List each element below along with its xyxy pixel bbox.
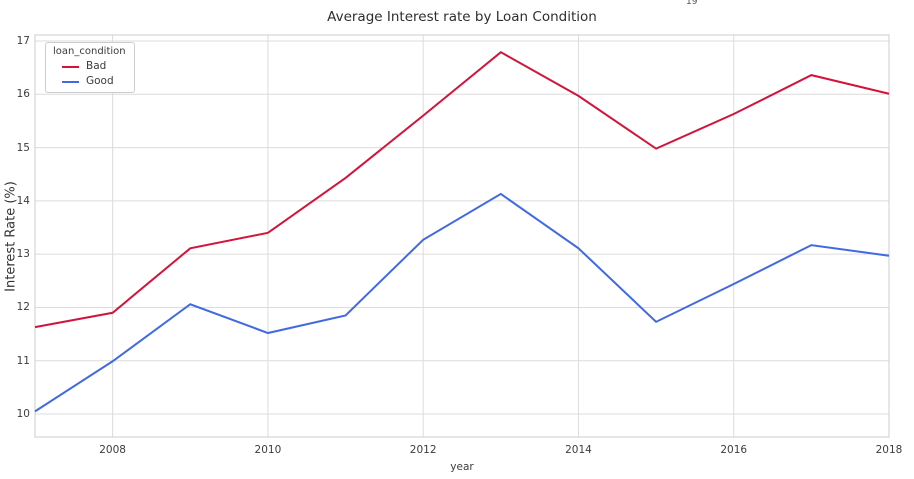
x-tick-label: 2010 [254, 444, 282, 456]
y-tick-label: 14 [16, 194, 30, 207]
y-tick-label: 16 [16, 88, 30, 101]
y-tick-label: 11 [16, 354, 30, 367]
x-tick-label: 2012 [409, 444, 437, 456]
legend-line-swatch-good [62, 80, 79, 83]
legend-item-good: Good [53, 76, 126, 87]
legend: loan_condition Bad Good [45, 42, 135, 93]
series-line-bad [34, 50, 890, 329]
legend-line-swatch-bad [62, 65, 79, 68]
x-tick-label: 2018 [875, 444, 903, 456]
y-tick-label: 17 [16, 35, 30, 47]
y-tick-label: 15 [16, 141, 30, 154]
y-tick-label: 13 [16, 248, 30, 261]
y-tick-label: 12 [16, 301, 30, 314]
legend-label-bad: Bad [86, 60, 107, 72]
legend-label-good: Good [86, 75, 114, 87]
x-axis-label: year [450, 461, 474, 473]
series-line-good [34, 192, 890, 413]
y-tick-label: 10 [16, 408, 30, 421]
x-tick-label: 2008 [99, 444, 126, 456]
chart-title: Average Interest rate by Loan Condition [327, 9, 597, 25]
x-tick-label: 2014 [565, 444, 592, 456]
legend-item-bad: Bad [53, 61, 126, 72]
stray-text: 19 [686, 0, 698, 5]
legend-title: loan_condition [53, 46, 126, 57]
plot-border [34, 34, 890, 438]
x-tick-label: 2016 [720, 444, 748, 456]
